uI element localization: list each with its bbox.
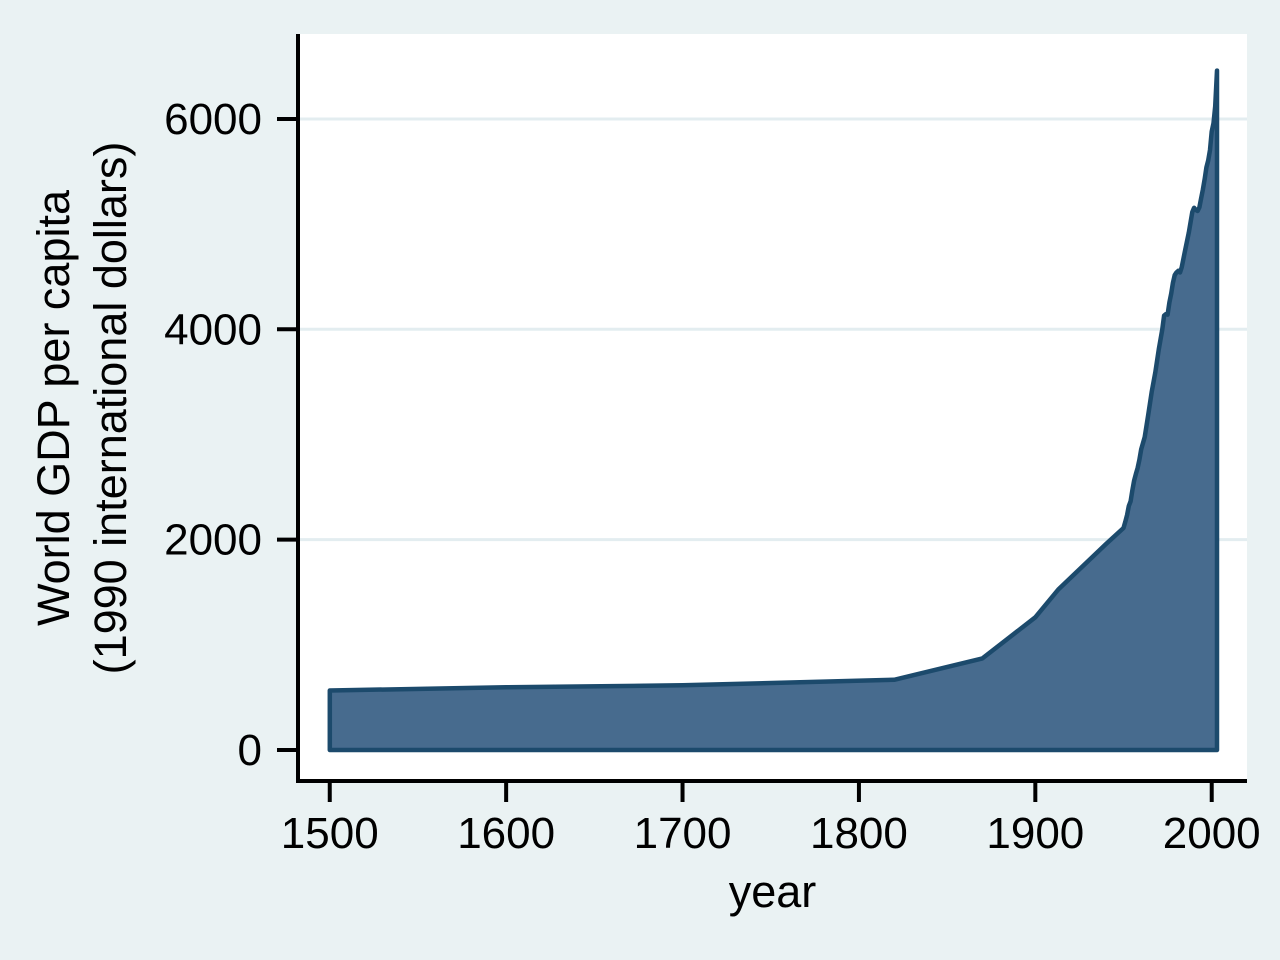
y-tick-label: 0 <box>238 726 262 775</box>
x-tick-label: 1700 <box>634 809 732 858</box>
y-axis-title-line2: (1990 international dollars) <box>85 141 136 675</box>
x-tick-label: 1800 <box>810 809 908 858</box>
x-tick-label: 1600 <box>457 809 555 858</box>
gdp-area-series <box>327 68 1220 753</box>
y-tick-label: 4000 <box>164 305 262 354</box>
x-tick-label: 1500 <box>281 809 379 858</box>
x-tick-label: 2000 <box>1163 809 1261 858</box>
x-tick-label: 1900 <box>986 809 1084 858</box>
y-axis-title: World GDP per capita (1990 international… <box>25 0 139 818</box>
y-tick-label: 6000 <box>164 95 262 144</box>
x-axis-title: year <box>728 866 817 917</box>
y-axis-title-line1: World GDP per capita <box>28 189 79 627</box>
y-tick-label: 2000 <box>164 516 262 565</box>
